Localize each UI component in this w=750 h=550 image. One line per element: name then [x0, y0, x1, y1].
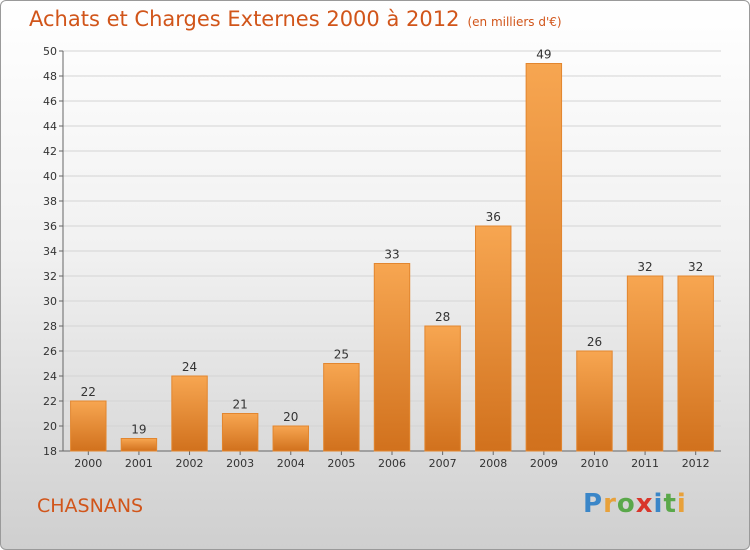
logo-letter: P	[583, 489, 604, 519]
y-tick-label: 26	[43, 345, 57, 358]
x-tick-label: 2011	[631, 457, 659, 470]
y-tick-label: 40	[43, 170, 57, 183]
y-tick-label: 20	[43, 420, 57, 433]
bar	[475, 225, 512, 452]
data-label: 49	[536, 48, 551, 62]
x-tick-label: 2010	[580, 457, 608, 470]
y-tick-label: 38	[43, 195, 57, 208]
x-tick-label: 2006	[378, 457, 406, 470]
bar	[272, 425, 309, 452]
bar	[626, 275, 664, 452]
bar	[323, 363, 360, 452]
data-label: 36	[486, 210, 501, 224]
data-label: 19	[131, 423, 146, 437]
bar	[221, 413, 259, 452]
title-text: Achats et Charges Externes 2000 à 2012	[29, 7, 460, 31]
logo-letter: t	[663, 489, 677, 519]
y-tick-label: 48	[43, 70, 57, 83]
y-tick-label: 28	[43, 320, 57, 333]
data-label: 22	[81, 385, 96, 399]
logo-letter: i	[676, 489, 687, 519]
logo-letter: o	[616, 489, 636, 519]
bar	[171, 375, 208, 452]
x-tick-label: 2000	[74, 457, 102, 470]
y-tick-label: 24	[43, 370, 57, 383]
data-label: 20	[283, 410, 298, 424]
logo-letter: x	[635, 489, 654, 519]
logo-letter: r	[603, 489, 617, 519]
y-tick-label: 18	[43, 445, 57, 458]
x-tick-label: 2007	[429, 457, 457, 470]
logo-letter: i	[653, 489, 664, 519]
data-label: 32	[688, 260, 703, 274]
location-label: CHASNANS	[37, 495, 144, 517]
x-tick-label: 2004	[277, 457, 305, 470]
data-label: 33	[384, 248, 399, 262]
y-tick-label: 32	[43, 270, 57, 283]
data-label: 21	[233, 398, 248, 412]
chart-title: Achats et Charges Externes 2000 à 2012 (e…	[29, 7, 562, 31]
x-tick-label: 2001	[125, 457, 153, 470]
data-label: 26	[587, 335, 602, 349]
bar	[576, 350, 613, 452]
x-tick-label: 2002	[176, 457, 204, 470]
x-tick-label: 2009	[530, 457, 558, 470]
y-tick-label: 44	[43, 120, 57, 133]
y-tick-label: 46	[43, 95, 57, 108]
data-label: 32	[637, 260, 652, 274]
bar	[120, 438, 158, 452]
bar	[525, 63, 563, 452]
y-tick-label: 34	[43, 245, 57, 258]
proxiti-logo[interactable]: Proxiti	[583, 489, 687, 519]
unit-label: (en milliers d'€)	[467, 15, 562, 29]
y-tick-label: 30	[43, 295, 57, 308]
data-label: 25	[334, 348, 349, 362]
bar	[677, 275, 714, 452]
y-tick-label: 36	[43, 220, 57, 233]
x-tick-label: 2008	[479, 457, 507, 470]
y-tick-label: 22	[43, 395, 57, 408]
y-tick-label: 42	[43, 145, 57, 158]
data-label: 28	[435, 310, 450, 324]
x-tick-label: 2005	[327, 457, 355, 470]
x-tick-label: 2012	[682, 457, 710, 470]
x-tick-label: 2003	[226, 457, 254, 470]
bar	[373, 263, 411, 452]
bar	[70, 400, 107, 452]
y-tick-label: 50	[43, 45, 57, 58]
bar	[424, 325, 461, 452]
data-label: 24	[182, 360, 197, 374]
